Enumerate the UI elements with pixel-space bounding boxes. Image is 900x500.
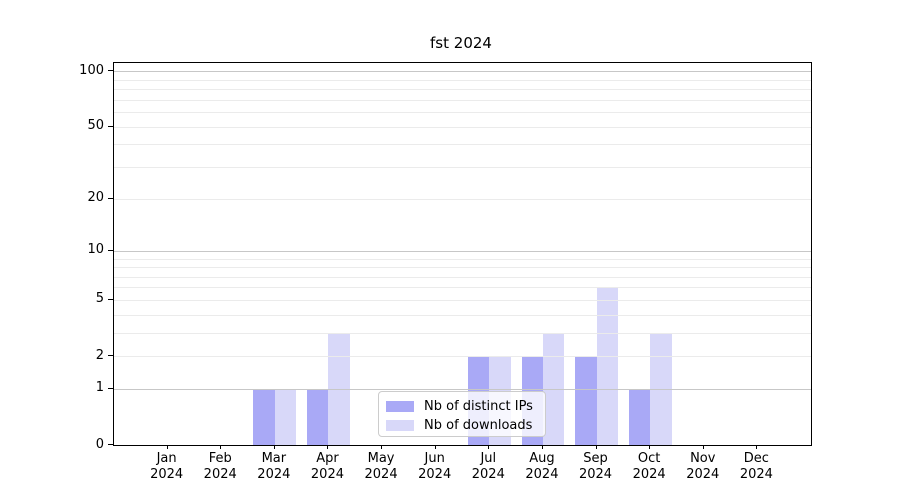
x-tick-label: May 2024 (349, 451, 413, 482)
x-tick-month: Nov (690, 451, 716, 466)
legend-label-distinct-ips: Nb of distinct IPs (424, 398, 533, 414)
y-tick-mark (108, 298, 113, 300)
x-tick-mark (220, 445, 222, 449)
bar-distinct-ips-mar (253, 388, 275, 445)
gridline-minor (114, 144, 811, 146)
x-tick-month: Mar (261, 451, 287, 466)
x-tick-mark (649, 445, 651, 449)
x-tick-label: Dec 2024 (724, 451, 788, 482)
x-tick-mark (381, 445, 383, 449)
plot-area (113, 62, 812, 446)
y-tick-label: 20 (87, 190, 104, 206)
x-tick-mark (756, 445, 758, 449)
bar-downloads-sep (596, 287, 618, 445)
x-tick-label: Feb 2024 (188, 451, 252, 482)
y-tick-mark (108, 444, 113, 445)
gridline-minor (114, 112, 811, 114)
legend-swatch-distinct-ips (386, 400, 414, 412)
gridline-minor (114, 99, 811, 101)
x-tick-month: Dec (743, 451, 769, 466)
y-tick-label: 50 (87, 118, 104, 134)
bar-distinct-ips-apr (307, 388, 329, 445)
x-tick-label: Jul 2024 (456, 451, 520, 482)
x-tick-year: 2024 (257, 466, 291, 482)
x-tick-year: 2024 (686, 466, 720, 482)
x-tick-mark (434, 445, 436, 449)
gridline-minor (114, 287, 811, 289)
y-tick-mark (108, 125, 113, 127)
x-tick-month: Jun (424, 451, 445, 466)
x-tick-label: Nov 2024 (671, 451, 735, 482)
x-tick-year: 2024 (525, 466, 559, 482)
y-tick-mark (108, 355, 113, 357)
y-tick-mark (108, 70, 113, 72)
x-tick-year: 2024 (364, 466, 398, 482)
x-tick-mark (273, 445, 275, 449)
x-tick-year: 2024 (310, 466, 344, 482)
x-tick-month: Aug (529, 451, 555, 466)
gridline-minor (114, 332, 811, 334)
gridline-minor (114, 166, 811, 168)
gridline-major (114, 388, 811, 390)
y-tick-mark (108, 197, 113, 199)
y-tick-label: 10 (87, 242, 104, 258)
x-tick-year: 2024 (578, 466, 613, 482)
legend-label-downloads: Nb of downloads (424, 417, 533, 433)
x-tick-year: 2024 (150, 466, 184, 482)
x-tick-label: Oct 2024 (617, 451, 681, 482)
x-tick-mark (327, 445, 329, 449)
gridline-minor (114, 198, 811, 200)
legend-swatch-downloads (386, 419, 414, 431)
x-tick-month: Jul (480, 451, 497, 466)
y-tick-mark (108, 387, 113, 389)
y-tick-label: 2 (95, 347, 104, 363)
x-tick-month: Jan (156, 451, 177, 466)
x-tick-label: Sep 2024 (564, 451, 628, 482)
x-tick-year: 2024 (203, 466, 237, 482)
bar-distinct-ips-oct (628, 388, 651, 445)
bar-distinct-ips-sep (575, 356, 597, 445)
x-tick-month: May (367, 451, 395, 466)
x-tick-label: Jun 2024 (403, 451, 467, 482)
gridline-minor (114, 79, 811, 81)
y-tick-label: 5 (95, 291, 104, 307)
legend: Nb of distinct IPs Nb of downloads (378, 391, 546, 437)
x-tick-label: Mar 2024 (242, 451, 306, 482)
x-tick-year: 2024 (418, 466, 452, 482)
chart-title: fst 2024 (430, 34, 492, 52)
gridline-minor (114, 356, 811, 358)
gridline-minor (114, 126, 811, 128)
x-tick-month: Apr (316, 451, 339, 466)
x-tick-year: 2024 (471, 466, 505, 482)
y-tick-label: 0 (95, 436, 104, 452)
y-tick-mark (108, 249, 113, 251)
x-tick-label: Jan 2024 (135, 451, 199, 482)
legend-item-distinct-ips: Nb of distinct IPs (386, 397, 545, 415)
gridline-minor (114, 89, 811, 91)
x-tick-year: 2024 (632, 466, 666, 482)
x-tick-mark (595, 445, 597, 449)
x-tick-month: Oct (637, 451, 661, 466)
x-tick-mark (166, 445, 168, 449)
x-tick-mark (702, 445, 704, 449)
gridline-minor (114, 267, 811, 269)
x-tick-year: 2024 (739, 466, 773, 482)
gridline-minor (114, 299, 811, 301)
gridline-minor (114, 258, 811, 260)
gridline-major (114, 250, 811, 252)
legend-item-downloads: Nb of downloads (386, 416, 545, 434)
y-tick-label: 100 (79, 62, 104, 78)
x-tick-month: Sep (583, 451, 608, 466)
x-tick-mark (541, 445, 543, 449)
x-tick-month: Feb (208, 451, 232, 466)
x-tick-mark (488, 445, 490, 449)
gridline-minor (114, 276, 811, 278)
x-tick-label: Apr 2024 (295, 451, 359, 482)
bar-downloads-mar (274, 388, 297, 445)
gridline-minor (114, 314, 811, 316)
x-tick-label: Aug 2024 (510, 451, 574, 482)
y-tick-label: 1 (95, 380, 104, 396)
gridline-major (114, 71, 811, 73)
